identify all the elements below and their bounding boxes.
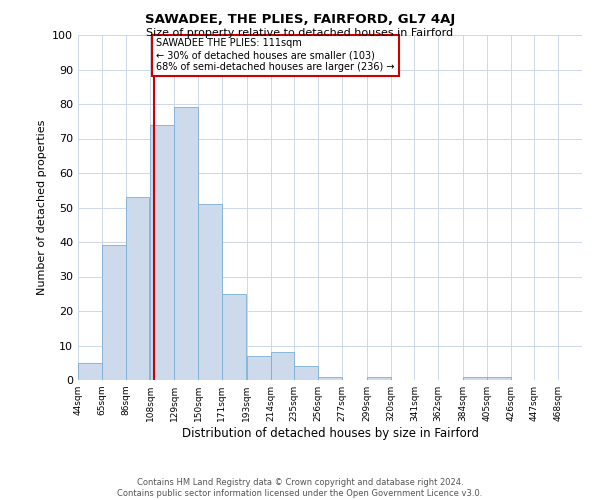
Text: Size of property relative to detached houses in Fairford: Size of property relative to detached ho… xyxy=(146,28,454,38)
Bar xyxy=(198,204,222,380)
Text: SAWADEE THE PLIES: 111sqm
← 30% of detached houses are smaller (103)
68% of semi: SAWADEE THE PLIES: 111sqm ← 30% of detac… xyxy=(156,38,395,72)
Bar xyxy=(271,352,295,380)
Bar xyxy=(222,294,245,380)
Bar xyxy=(367,376,391,380)
Bar xyxy=(151,124,174,380)
Bar xyxy=(487,376,511,380)
Bar xyxy=(174,108,198,380)
Bar xyxy=(463,376,487,380)
Bar xyxy=(318,376,342,380)
Text: Contains HM Land Registry data © Crown copyright and database right 2024.
Contai: Contains HM Land Registry data © Crown c… xyxy=(118,478,482,498)
Bar xyxy=(247,356,271,380)
Y-axis label: Number of detached properties: Number of detached properties xyxy=(37,120,47,295)
Text: SAWADEE, THE PLIES, FAIRFORD, GL7 4AJ: SAWADEE, THE PLIES, FAIRFORD, GL7 4AJ xyxy=(145,12,455,26)
X-axis label: Distribution of detached houses by size in Fairford: Distribution of detached houses by size … xyxy=(182,427,479,440)
Bar xyxy=(295,366,318,380)
Bar xyxy=(125,197,149,380)
Bar xyxy=(78,363,102,380)
Bar xyxy=(102,246,125,380)
